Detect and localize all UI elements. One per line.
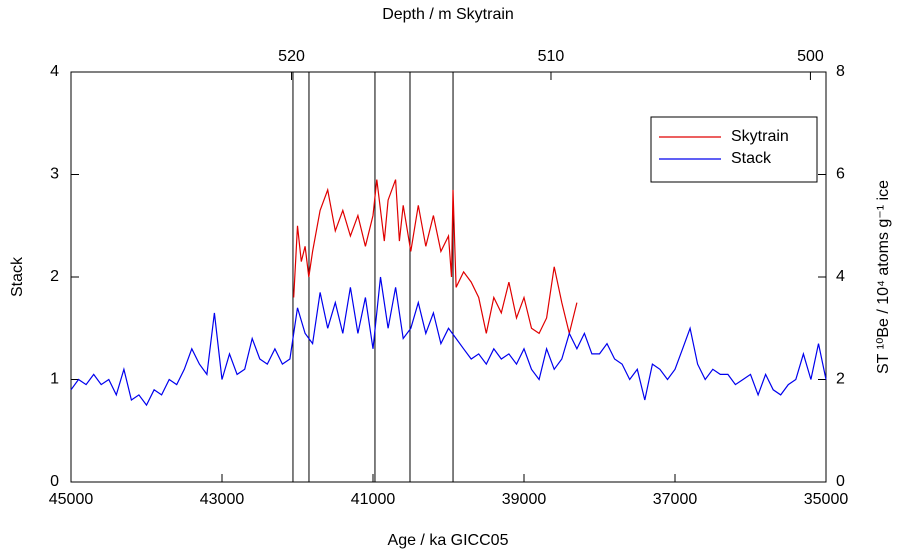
data-line	[293, 179, 578, 335]
y2-tick-label: 2	[836, 371, 845, 388]
y2-tick-label: 6	[836, 166, 845, 183]
top-tick-label: 510	[538, 48, 565, 65]
y-tick-label: 0	[50, 473, 59, 490]
data-line	[70, 276, 827, 407]
legend-label: Stack	[731, 150, 772, 167]
x-tick-label: 41000	[351, 491, 396, 508]
x-tick-label: 39000	[502, 491, 547, 508]
y-tick-label: 2	[50, 268, 59, 285]
x-tick-label: 35000	[804, 491, 849, 508]
y-axis-label: Stack	[9, 256, 26, 297]
y-tick-label: 3	[50, 166, 59, 183]
y2-tick-label: 8	[836, 63, 845, 80]
top-tick-label: 500	[797, 48, 824, 65]
y-tick-label: 1	[50, 371, 59, 388]
y-tick-label: 4	[50, 63, 59, 80]
top-axis-label: Depth / m Skytrain	[382, 6, 514, 23]
x-axis-label: Age / ka GICC05	[388, 532, 509, 549]
y2-axis-label: ST ¹⁰Be / 10⁴ atoms g⁻¹ ice	[875, 180, 892, 374]
x-tick-label: 37000	[653, 491, 698, 508]
legend-label: Skytrain	[731, 128, 789, 145]
x-tick-label: 43000	[200, 491, 245, 508]
x-tick-label: 45000	[49, 491, 94, 508]
y2-tick-label: 0	[836, 473, 845, 490]
y2-tick-label: 4	[836, 268, 845, 285]
top-tick-label: 520	[278, 48, 305, 65]
legend-box	[650, 116, 818, 183]
